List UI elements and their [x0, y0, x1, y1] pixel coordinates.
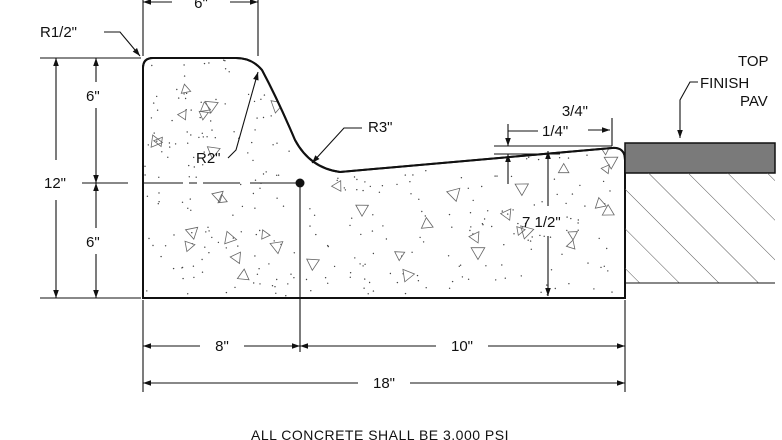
gutter-height-dimension: 7 1/2" — [522, 151, 561, 296]
lip-offset-dimension: 3/4" — [562, 103, 613, 146]
left-width-label: 8" — [215, 338, 229, 355]
pavement-base-hatch — [625, 173, 775, 283]
pavement-note-line3: PAV — [740, 93, 768, 110]
total-width-label: 18" — [373, 375, 395, 392]
radius-center-point — [295, 178, 305, 188]
right-width-label: 10" — [451, 338, 473, 355]
top-width-label: 6" — [194, 0, 208, 12]
pavement-note-line2: FINISH — [700, 75, 749, 92]
lower-height-label: 6" — [86, 234, 100, 251]
lip-offset-label: 3/4" — [562, 103, 588, 120]
corner-radius-callout: R1/2" — [40, 24, 141, 57]
lip-drop-dimension: 1/4" — [494, 123, 612, 184]
curb-outline — [142, 57, 626, 299]
upper-height-label: 6" — [86, 88, 100, 105]
upper-radius-label: R2" — [196, 150, 221, 167]
gutter-height-label: 7 1/2" — [522, 214, 561, 231]
total-height-label: 12" — [44, 175, 66, 192]
pavement-note-line1: TOP — [738, 53, 769, 70]
pavement-surface-layer — [624, 142, 776, 174]
corner-radius-label: R1/2" — [40, 24, 77, 41]
lip-drop-label: 1/4" — [542, 123, 568, 140]
pavement-note: TOP FINISH PAV — [677, 53, 769, 138]
pavement — [624, 142, 776, 284]
lower-radius-callout: R3" — [311, 119, 393, 164]
radius-center-reference — [143, 178, 305, 352]
curb-section — [142, 57, 626, 299]
bottom-width-dimensions: 8" 10" 18" — [142, 300, 626, 392]
upper-radius-callout: R2" — [196, 71, 259, 167]
left-height-dimensions: 12" 6" 6" — [40, 57, 141, 299]
lower-radius-label: R3" — [368, 119, 393, 136]
concrete-strength-note: ALL CONCRETE SHALL BE 3,000 PSI — [251, 427, 509, 440]
top-width-dimension: 6" — [142, 0, 259, 56]
